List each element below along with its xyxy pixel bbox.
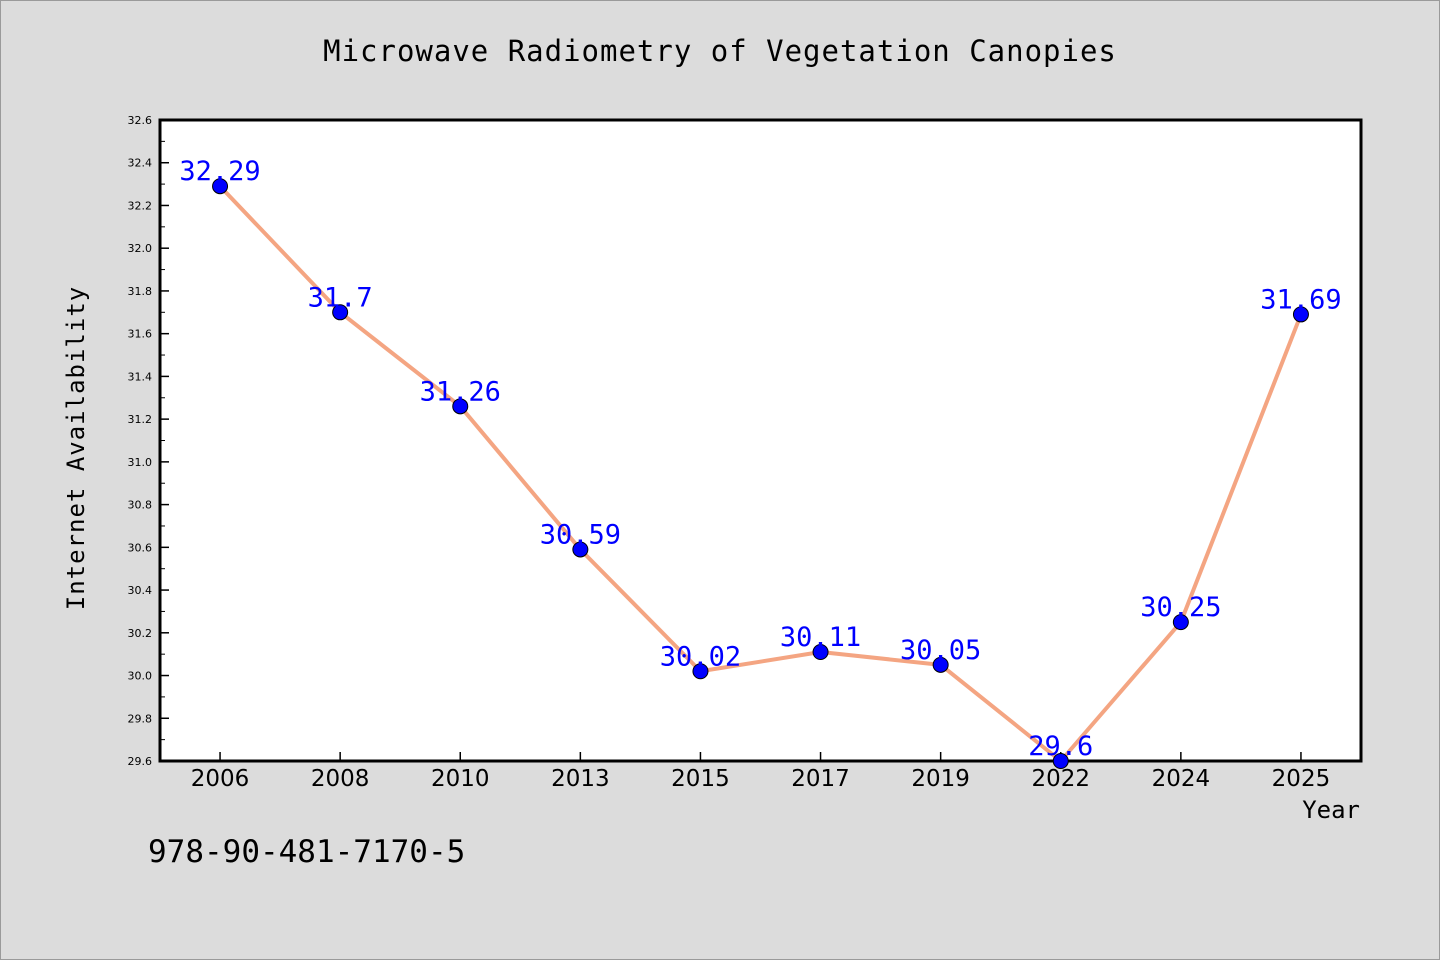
y-tick-label: 30.6 (128, 541, 153, 554)
x-tick-label: 2017 (791, 766, 850, 792)
data-labels: 32.29 31.7 31.26 30.59 30.02 30.11 30.05 29.6 30… (179, 156, 1341, 762)
x-tick-label: 2006 (191, 766, 250, 792)
data-label: 30.02 (660, 641, 741, 672)
y-tick-label: 31.0 (128, 456, 153, 469)
y-tick-label: 31.8 (128, 285, 153, 298)
plot-area (158, 118, 1363, 763)
y-tick-label: 32.2 (128, 199, 153, 212)
data-point (332, 304, 349, 321)
y-tick-label: 30.0 (128, 670, 153, 683)
y-tick-label: 31.4 (128, 370, 153, 383)
x-axis-ticks: 2006 2008 2010 2013 2015 2017 2019 2022 2024 2025 (191, 752, 1330, 792)
x-axis-label: Year (1302, 796, 1360, 824)
x-tick-label: 2010 (431, 766, 490, 792)
x-tick-label: 2013 (551, 766, 610, 792)
y-axis-label: Internet Availability (62, 285, 90, 611)
x-tick-label: 2024 (1152, 766, 1211, 792)
y-tick-label: 32.4 (128, 157, 153, 170)
data-point (1172, 614, 1189, 631)
data-label: 30.11 (780, 622, 861, 653)
data-label: 30.05 (900, 635, 981, 666)
data-label: 31.69 (1260, 284, 1341, 315)
y-tick-label: 30.4 (128, 584, 153, 597)
chart-title: Microwave Radiometry of Vegetation Canop… (323, 34, 1117, 68)
data-point (212, 178, 229, 195)
data-label: 30.25 (1140, 592, 1221, 623)
footer-isbn: 978-90-481-7170-5 (148, 834, 466, 870)
x-tick-label: 2019 (911, 766, 970, 792)
y-tick-label: 29.6 (128, 755, 153, 768)
y-tick-label: 32.0 (128, 242, 153, 255)
data-point (692, 663, 709, 680)
y-tick-label: 32.6 (128, 114, 153, 127)
y-tick-label: 31.6 (128, 328, 153, 341)
data-point (812, 644, 829, 661)
data-point (932, 656, 949, 673)
y-tick-label: 31.2 (128, 413, 153, 426)
data-point (452, 398, 469, 415)
data-label: 31.7 (308, 282, 373, 313)
data-label: 30.59 (540, 519, 621, 550)
x-tick-label: 2022 (1031, 766, 1090, 792)
series-line (218, 184, 1303, 763)
data-label: 32.29 (179, 156, 260, 187)
data-point (572, 541, 589, 558)
y-tick-label: 29.8 (128, 712, 153, 725)
data-label: 29.6 (1028, 731, 1093, 762)
x-tick-label: 2008 (311, 766, 370, 792)
y-tick-label: 30.2 (128, 627, 153, 640)
y-axis-ticks: 29.6 29.8 30.0 30.2 30.4 30.6 30.8 31.0 31.2 31.4… (128, 114, 169, 768)
data-point (1052, 753, 1069, 769)
data-markers (212, 178, 1309, 769)
y-tick-label: 30.8 (128, 499, 153, 512)
data-point (1292, 306, 1309, 323)
x-tick-label: 2025 (1272, 766, 1331, 792)
data-label: 31.26 (420, 376, 501, 407)
x-tick-label: 2015 (671, 766, 730, 792)
